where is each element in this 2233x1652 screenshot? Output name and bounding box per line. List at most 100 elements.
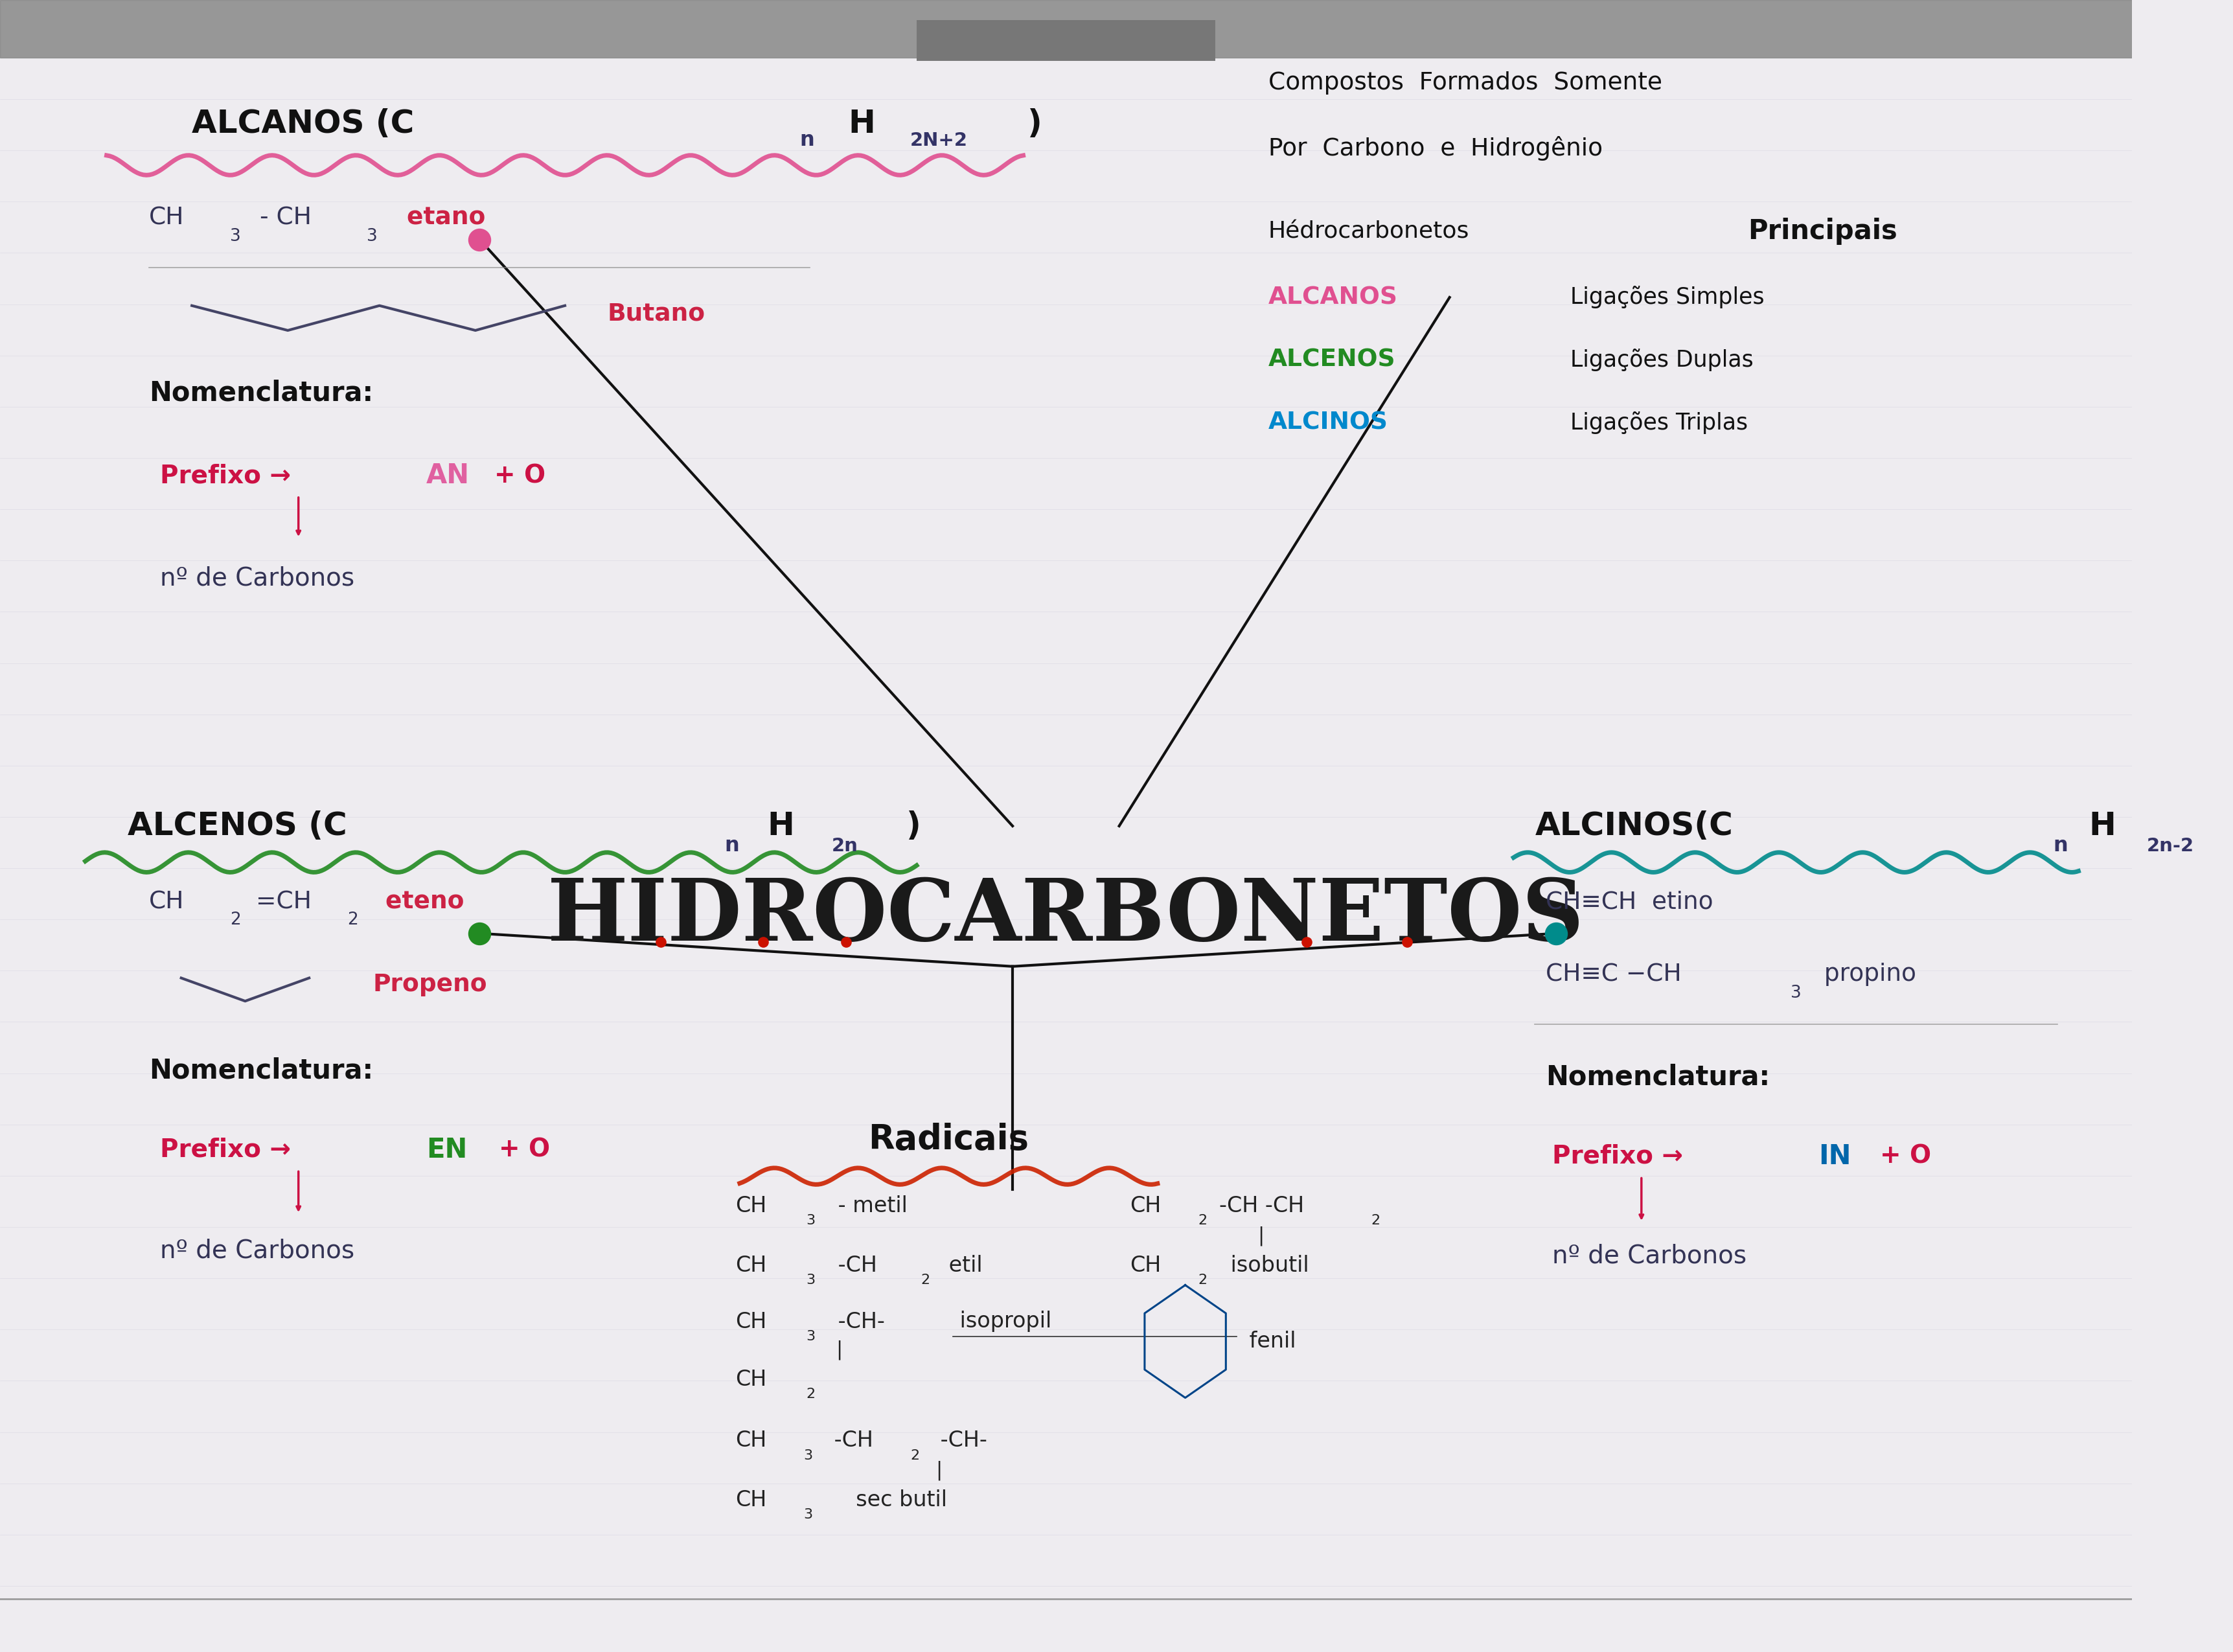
Text: 3: 3 [804,1449,813,1462]
Text: H: H [768,811,795,841]
Text: CH: CH [735,1370,766,1389]
Text: CH: CH [1130,1196,1161,1216]
Text: ALCANOS: ALCANOS [1268,286,1398,309]
Text: propino: propino [1815,963,1916,986]
Point [1389,928,1425,955]
Text: EN: EN [427,1137,467,1163]
Text: + O: + O [493,464,545,487]
Text: Nomenclatura:: Nomenclatura: [150,1057,373,1084]
Text: 3: 3 [366,228,377,244]
Text: etano: etano [400,206,487,230]
Text: Prefixo →: Prefixo → [161,464,299,487]
Text: ALCINOS: ALCINOS [1268,411,1389,434]
Point [746,928,782,955]
Text: isobutil: isobutil [1224,1256,1309,1275]
Text: IN: IN [1818,1143,1851,1170]
Text: 2: 2 [1199,1214,1208,1227]
Text: Compostos  Formados  Somente: Compostos Formados Somente [1268,71,1661,94]
Text: sec butil: sec butil [842,1490,947,1510]
Text: nº de Carbonos: nº de Carbonos [161,567,355,590]
Text: nº de Carbonos: nº de Carbonos [1552,1244,1746,1267]
Point [462,226,498,253]
Text: + O: + O [1880,1145,1932,1168]
Text: -CH-: -CH- [933,1431,987,1450]
Text: CH: CH [735,1256,766,1275]
Text: Principais: Principais [1748,218,1898,244]
Text: 2n: 2n [831,838,857,854]
Text: Butano: Butano [607,302,706,325]
Text: eteno: eteno [377,890,464,914]
Text: ): ) [1027,109,1043,139]
Text: |: | [1257,1226,1264,1246]
Text: Nomenclatura:: Nomenclatura: [150,380,373,406]
Text: AN: AN [427,463,469,489]
Text: 2: 2 [920,1274,931,1287]
Text: 3: 3 [1791,985,1802,1001]
Text: 2: 2 [1371,1214,1380,1227]
Text: -CH: -CH [831,1256,878,1275]
Text: CH: CH [735,1431,766,1450]
Point [1539,920,1574,947]
Text: Por  Carbono  e  Hidrogênio: Por Carbono e Hidrogênio [1268,137,1603,160]
Text: n: n [726,836,739,856]
Text: etil: etil [942,1256,983,1275]
Text: CH: CH [735,1490,766,1510]
Text: CH: CH [1130,1256,1161,1275]
Text: CH: CH [150,206,185,230]
Text: ALCANOS (C: ALCANOS (C [192,109,415,139]
Text: 2n-2: 2n-2 [2146,838,2195,854]
Text: ): ) [907,811,920,841]
Text: -CH-: -CH- [831,1312,884,1332]
Text: fenil: fenil [1244,1332,1295,1351]
Text: =CH: =CH [257,890,310,914]
Text: 3: 3 [806,1214,815,1227]
Text: Ligações Triplas: Ligações Triplas [1556,411,1748,434]
Text: nº de Carbonos: nº de Carbonos [161,1239,355,1262]
Text: 3: 3 [806,1330,815,1343]
Text: -CH: -CH [826,1431,873,1450]
Text: ALCINOS(C: ALCINOS(C [1534,811,1733,841]
Text: n: n [799,131,815,150]
Text: CH≡C −CH: CH≡C −CH [1545,963,1681,986]
Text: n: n [2052,836,2068,856]
Text: 2: 2 [911,1449,920,1462]
Text: ALCENOS (C: ALCENOS (C [127,811,348,841]
Text: |: | [835,1340,842,1360]
Text: 2: 2 [1199,1274,1208,1287]
Text: Ligações Duplas: Ligações Duplas [1556,349,1753,372]
Text: - metil: - metil [831,1196,909,1216]
FancyBboxPatch shape [916,20,1215,61]
Text: CH: CH [735,1196,766,1216]
Text: |: | [936,1460,942,1480]
Text: Prefixo →: Prefixo → [1552,1145,1693,1168]
Text: H: H [2090,811,2117,841]
Bar [0,0,2133,58]
Text: + O: + O [498,1138,549,1161]
Point [462,920,498,947]
Text: 3: 3 [806,1274,815,1287]
Text: Nomenclatura:: Nomenclatura: [1545,1064,1771,1090]
Text: 2: 2 [230,912,241,928]
Point [828,928,864,955]
Text: CH: CH [735,1312,766,1332]
Point [643,928,679,955]
Text: - CH: - CH [259,206,313,230]
Text: -CH -CH: -CH -CH [1219,1196,1304,1216]
Text: HIDROCARBONETOS: HIDROCARBONETOS [547,876,1585,958]
Text: 3: 3 [804,1508,813,1521]
Text: CH≡CH  etino: CH≡CH etino [1545,890,1713,914]
Text: Propeno: Propeno [373,973,487,996]
Text: H: H [849,109,875,139]
Point [1288,928,1324,955]
Text: 2: 2 [348,912,357,928]
Text: CH: CH [150,890,185,914]
Text: Ligações Simples: Ligações Simples [1556,286,1764,309]
Text: 2: 2 [806,1388,815,1401]
Text: Prefixo →: Prefixo → [161,1138,299,1161]
Text: Hédrocarbonetos: Hédrocarbonetos [1268,220,1469,243]
Text: 3: 3 [230,228,241,244]
Text: isopropil: isopropil [953,1312,1052,1332]
Text: Radicais: Radicais [869,1123,1029,1156]
Text: ALCENOS: ALCENOS [1268,349,1396,372]
Text: 2N+2: 2N+2 [911,132,967,149]
